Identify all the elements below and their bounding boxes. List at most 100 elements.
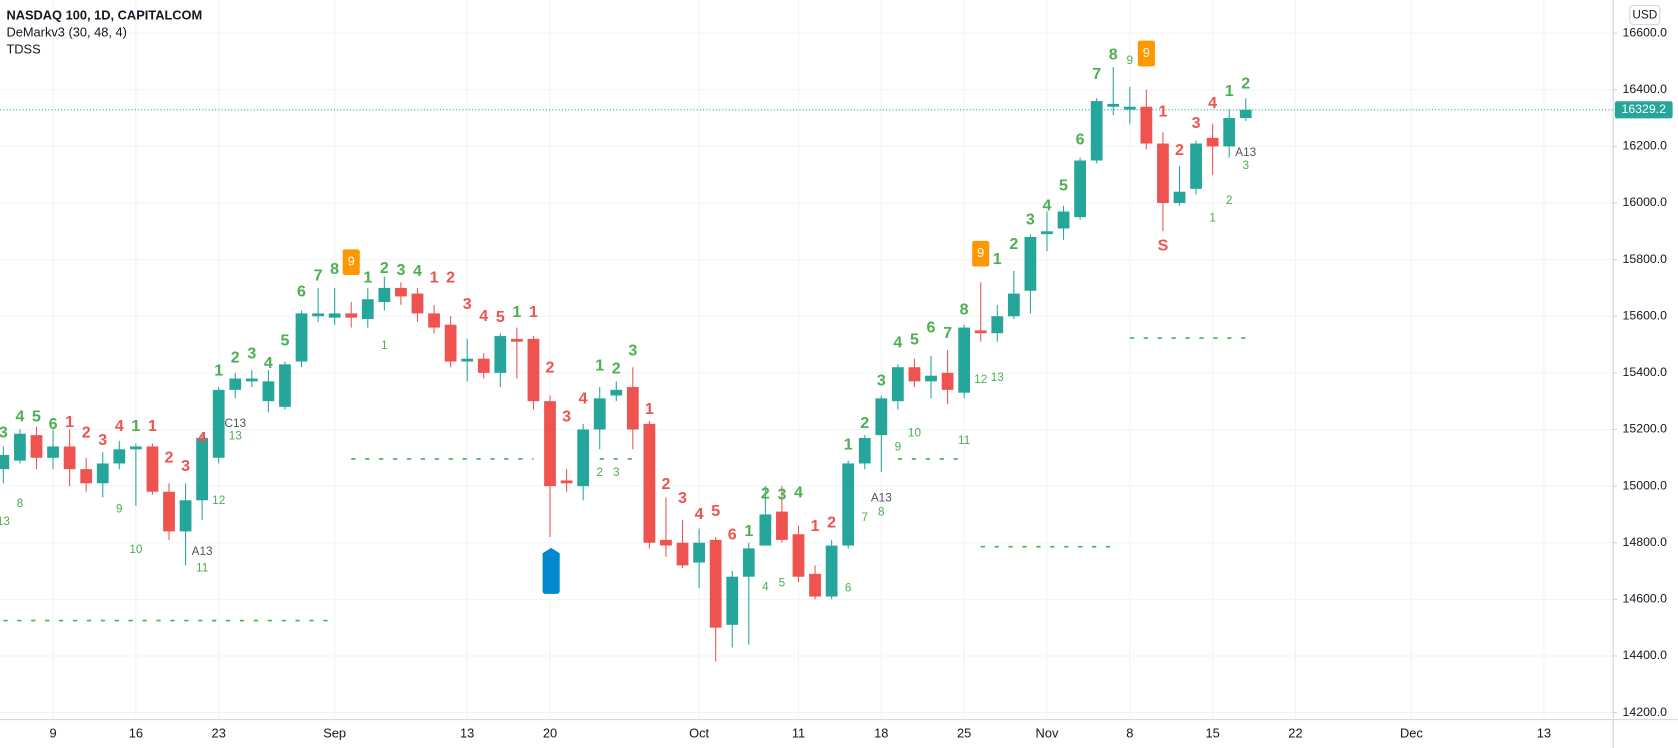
candle-body xyxy=(908,367,921,382)
candle-body xyxy=(577,429,590,487)
y-tick-label: 16600.0 xyxy=(1623,25,1668,39)
x-tick-label: Sep xyxy=(323,725,346,740)
setup-down-label: 4 xyxy=(579,389,588,407)
candle-body xyxy=(295,313,308,362)
countdown-label: 9 xyxy=(1127,54,1134,67)
setup-down-label: 3 xyxy=(181,457,190,475)
candle-body xyxy=(0,454,10,470)
candle-body xyxy=(527,338,540,402)
setup-up-label: 4 xyxy=(794,483,803,501)
candle-body xyxy=(991,316,1004,334)
x-tick-label: Dec xyxy=(1400,725,1423,740)
candle-body xyxy=(693,542,705,563)
countdown-label: 2 xyxy=(596,466,603,479)
candle-body xyxy=(1190,143,1202,189)
currency-box[interactable] xyxy=(1629,4,1661,26)
setup-up-label: 1 xyxy=(512,303,521,321)
setup-down-label: 3 xyxy=(1192,114,1201,132)
nine-box xyxy=(1137,40,1155,67)
candle-body xyxy=(858,437,871,464)
candle-body xyxy=(974,330,987,334)
countdown-label: 3 xyxy=(613,466,620,479)
candle-body xyxy=(312,313,324,317)
x-tick-label: Oct xyxy=(689,725,709,740)
countdown-label: 1 xyxy=(1209,211,1216,224)
countdown-label: 13 xyxy=(0,515,10,528)
setup-up-label: 2 xyxy=(761,485,770,503)
last-price-tag xyxy=(1614,101,1673,119)
candle-body xyxy=(428,313,440,328)
setup-up-label: 3 xyxy=(628,341,637,359)
setup-up-label: 3 xyxy=(0,424,8,442)
countdown-label: 10 xyxy=(908,427,922,440)
signal-marker xyxy=(542,547,560,594)
nine-box xyxy=(342,249,360,276)
countdown-label: 8 xyxy=(878,506,885,519)
setup-up-label: 1 xyxy=(363,269,372,287)
candle-body xyxy=(212,389,225,458)
candle-body xyxy=(875,398,888,436)
candle-body xyxy=(345,313,358,318)
setup-up-label: 2 xyxy=(380,259,389,277)
setup-up-label: 1 xyxy=(1225,82,1234,100)
countdown-label: 5 xyxy=(779,576,786,589)
candle-body xyxy=(411,293,424,314)
setup-down-label: 2 xyxy=(1175,141,1184,159)
candle-body xyxy=(825,545,838,597)
candle-body xyxy=(726,576,739,625)
setup-down-label: 5 xyxy=(496,308,505,326)
setup-down-label: 5 xyxy=(711,502,720,520)
candle-body xyxy=(792,534,805,577)
candle-body xyxy=(925,375,937,382)
countdown-label: 12 xyxy=(212,494,225,507)
currency[interactable]: USD xyxy=(1632,9,1657,22)
candle-body xyxy=(1157,143,1169,203)
perfected-nine-label: 9 xyxy=(1143,45,1150,60)
candle-body xyxy=(395,287,407,297)
setup-down-label: 2 xyxy=(446,269,455,287)
x-tick-label: 20 xyxy=(543,725,557,740)
countdown-label: 4 xyxy=(762,581,769,594)
candle-body xyxy=(328,313,341,318)
perfected-nine-label: 9 xyxy=(348,254,355,269)
candle-body xyxy=(47,446,59,458)
countdown-label: 13 xyxy=(229,430,243,443)
setup-up-label: 7 xyxy=(314,266,323,284)
countdown-label: 11 xyxy=(958,434,970,447)
indicator-label: DeMarkv3 (30, 48, 4) xyxy=(6,25,126,40)
candle-body xyxy=(63,446,76,470)
candle-body xyxy=(361,299,374,320)
countdown-label: 10 xyxy=(129,543,143,556)
candle-body xyxy=(14,433,26,461)
x-tick-label: 13 xyxy=(1537,725,1551,740)
candle-body xyxy=(129,446,142,450)
indicator-label: TDSS xyxy=(6,42,40,57)
candle-body xyxy=(262,381,275,402)
setup-down-label: 3 xyxy=(98,431,107,449)
candle-body xyxy=(958,327,971,393)
candle-body xyxy=(279,364,291,407)
setup-up-label: 2 xyxy=(1241,75,1250,93)
y-tick-label: 14400.0 xyxy=(1623,648,1668,662)
x-tick-label: 8 xyxy=(1126,725,1133,740)
countdown-label: 6 xyxy=(845,582,852,595)
candle-body xyxy=(660,539,672,546)
countdown-label: 11 xyxy=(196,561,208,574)
setup-down-label: 2 xyxy=(165,448,174,466)
setup-up-label: 4 xyxy=(413,262,422,280)
setup-up-label: 5 xyxy=(1059,177,1068,195)
setup-up-label: 4 xyxy=(893,334,902,352)
countdown-label: 8 xyxy=(17,497,24,510)
countdown-marks-label: A13 xyxy=(192,545,213,558)
candle-body xyxy=(842,463,855,546)
y-tick-label: 15400.0 xyxy=(1623,365,1668,379)
setup-down-label: 4 xyxy=(479,307,488,325)
y-tick-label: 16000.0 xyxy=(1623,195,1668,209)
candle-body xyxy=(560,480,573,484)
setup-up-label: 5 xyxy=(280,332,289,350)
setup-up-label: 3 xyxy=(396,261,405,279)
candle-body xyxy=(245,378,258,382)
candle-body xyxy=(1107,103,1120,107)
candle-body xyxy=(146,446,159,492)
candle-body xyxy=(610,389,623,396)
